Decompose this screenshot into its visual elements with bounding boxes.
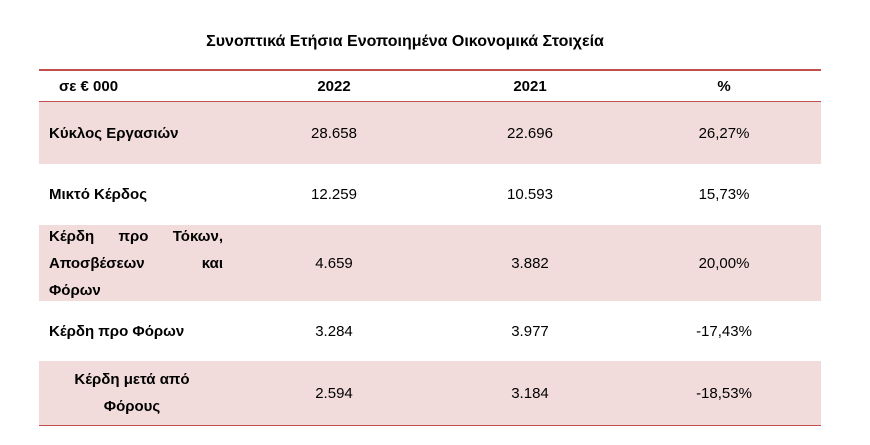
cell-pct: 26,27% [627, 125, 821, 142]
cell-2022: 28.658 [235, 125, 433, 142]
row-label: Κέρδη προ Φόρων [39, 318, 235, 345]
table-header-row: σε € 000 2022 2021 % [39, 71, 821, 101]
cell-pct: -18,53% [627, 385, 821, 402]
year-2022-header: 2022 [235, 78, 433, 95]
table-row-net-profit: Κέρδη μετά από Φόρους 2.594 3.184 -18,53… [39, 361, 821, 425]
row-label-line: Φόρων [49, 277, 223, 304]
row-label: Κέρδη προ Τόκων, Αποσβέσεων και Φόρων [39, 223, 235, 304]
cell-pct: -17,43% [627, 323, 821, 340]
table-bottom-rule [39, 425, 821, 426]
row-label: Μικτό Κέρδος [39, 181, 235, 208]
cell-2022: 12.259 [235, 186, 433, 203]
row-label-line: Κέρδη προ Τόκων, [49, 223, 223, 250]
unit-header: σε € 000 [39, 73, 235, 100]
table-row-ebitda: Κέρδη προ Τόκων, Αποσβέσεων και Φόρων 4.… [39, 225, 821, 301]
cell-2021: 3.882 [433, 255, 627, 272]
cell-pct: 15,73% [627, 186, 821, 203]
cell-2022: 2.594 [235, 385, 433, 402]
table-row-revenue: Κύκλος Εργασιών 28.658 22.696 26,27% [39, 102, 821, 164]
cell-2021: 3.977 [433, 323, 627, 340]
table-title: Συνοπτικά Ετήσια Ενοποιημένα Οικονομικά … [0, 33, 810, 51]
financial-summary-table: σε € 000 2022 2021 % Κύκλος Εργασιών 28.… [39, 69, 821, 426]
cell-2021: 3.184 [433, 385, 627, 402]
row-label: Κύκλος Εργασιών [39, 120, 235, 147]
row-label: Κέρδη μετά από Φόρους [39, 366, 235, 420]
cell-2022: 4.659 [235, 255, 433, 272]
cell-pct: 20,00% [627, 255, 821, 272]
row-label-line: Κέρδη μετά από [39, 366, 225, 393]
cell-2022: 3.284 [235, 323, 433, 340]
table-row-gross-profit: Μικτό Κέρδος 12.259 10.593 15,73% [39, 164, 821, 225]
row-label-line: Αποσβέσεων και [49, 250, 223, 277]
cell-2021: 22.696 [433, 125, 627, 142]
year-2021-header: 2021 [433, 78, 627, 95]
table-row-ebt: Κέρδη προ Φόρων 3.284 3.977 -17,43% [39, 301, 821, 361]
percent-change-header: % [627, 78, 821, 95]
row-label-line: Φόρους [39, 393, 225, 420]
cell-2021: 10.593 [433, 186, 627, 203]
